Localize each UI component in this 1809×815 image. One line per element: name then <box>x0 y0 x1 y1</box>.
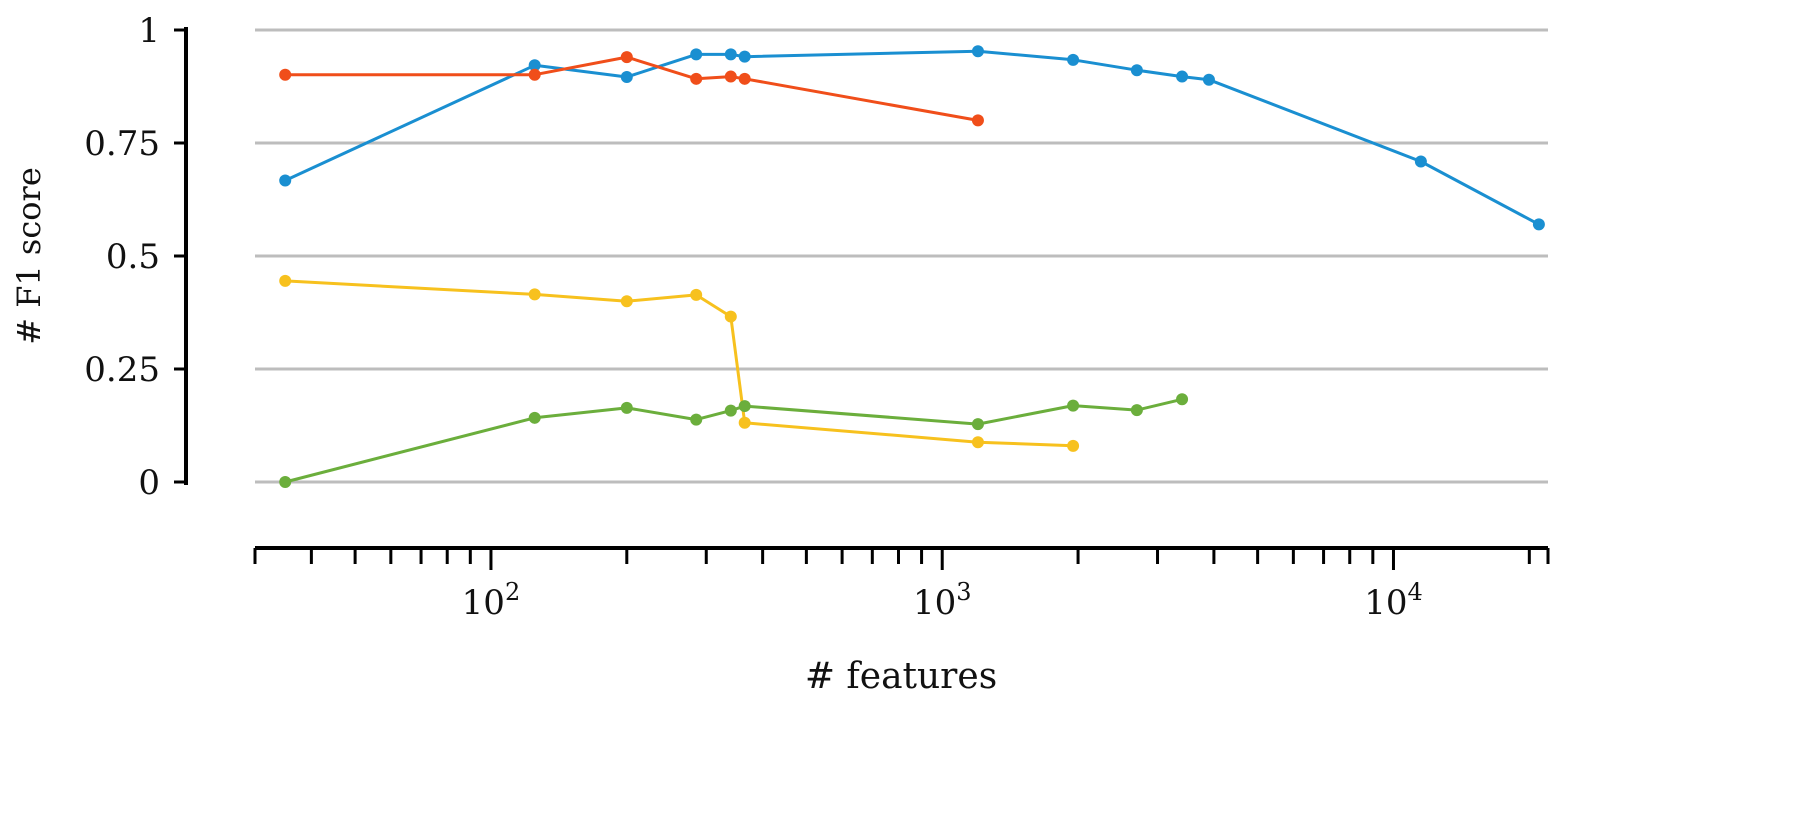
series-0 <box>279 45 1545 231</box>
data-point <box>620 295 633 308</box>
y-tick-label: 0.25 <box>84 350 160 390</box>
data-point <box>528 288 541 301</box>
data-point <box>279 68 292 81</box>
data-point <box>738 416 751 429</box>
data-point <box>738 400 751 413</box>
data-point <box>724 404 737 417</box>
data-point <box>738 72 751 85</box>
series-3 <box>279 393 1189 488</box>
x-tick-base: 10 <box>913 583 956 623</box>
data-point <box>279 274 292 287</box>
y-tick-label: 0.75 <box>84 124 160 164</box>
data-point <box>620 71 633 84</box>
data-point <box>971 45 984 58</box>
data-point <box>279 476 292 488</box>
data-point <box>1130 64 1143 77</box>
x-tick-exponent: 3 <box>956 578 971 606</box>
y-axis: 0 0.25 0.5 0.75 1 <box>84 11 188 503</box>
data-point <box>690 413 703 426</box>
data-point <box>724 310 737 323</box>
y-axis-title: # F1 score <box>10 167 48 345</box>
series-line <box>285 55 979 122</box>
data-point <box>1176 393 1189 406</box>
data-point <box>1130 404 1143 417</box>
data-point <box>528 59 541 72</box>
data-point <box>1414 155 1427 168</box>
data-point <box>738 50 751 63</box>
data-point <box>1176 70 1189 83</box>
series-2 <box>279 274 1080 452</box>
x-tick-base: 10 <box>462 583 505 623</box>
data-point <box>528 68 541 81</box>
y-tick-label: 1 <box>138 11 160 51</box>
data-point <box>690 288 703 301</box>
data-point <box>690 72 703 85</box>
series-1 <box>279 51 984 127</box>
x-tick-exponent: 4 <box>1407 578 1422 606</box>
data-point <box>1067 439 1080 452</box>
data-point <box>1067 399 1080 412</box>
data-point <box>528 411 541 424</box>
x-axis-title: # features <box>805 656 997 697</box>
series-line <box>285 279 1074 448</box>
series-line <box>284 397 1183 484</box>
series-line <box>284 49 1540 226</box>
data-point <box>724 48 737 61</box>
data-point <box>279 174 292 187</box>
y-tick-label: 0.5 <box>106 237 160 277</box>
x-tick-label: 104 <box>1364 578 1423 623</box>
data-point <box>620 401 633 414</box>
data-point <box>1532 218 1545 231</box>
data-point <box>724 70 737 83</box>
x-tick-exponent: 2 <box>505 578 520 606</box>
data-point <box>971 418 984 431</box>
data-point <box>1202 73 1215 86</box>
x-tick-label: 102 <box>462 578 521 623</box>
x-tick-base: 10 <box>1364 583 1407 623</box>
x-axis: 102 103 104 <box>253 546 1550 623</box>
x-tick-label: 103 <box>913 578 972 623</box>
data-point <box>971 114 984 127</box>
gridlines <box>255 28 1548 484</box>
data-point <box>1067 53 1080 66</box>
data-point <box>620 51 633 64</box>
series-layer <box>279 45 1545 488</box>
y-tick-label: 0 <box>138 463 160 503</box>
data-point <box>690 48 703 61</box>
data-point <box>971 436 984 449</box>
